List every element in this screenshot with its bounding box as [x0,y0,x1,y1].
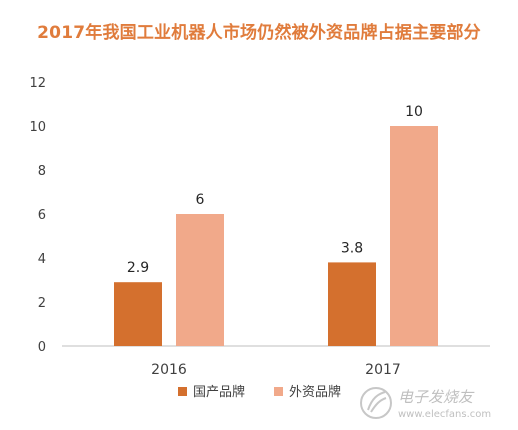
y-tick-label: 0 [38,340,46,355]
x-axis-ticks: 2016 2017 [151,362,401,378]
x-tick-label: 2016 [151,362,187,378]
bar-2016-series-1 [114,282,162,346]
legend-swatch [178,387,187,396]
legend-label: 外资品牌 [289,384,341,400]
y-tick-label: 8 [38,164,46,179]
legend: 国产品牌 外资品牌 [178,384,341,400]
chart-title: 2017年我国工业机器人市场仍然被外资品牌占据主要部分 [37,23,481,43]
bars [114,126,438,346]
bar-2017-series-2 [390,126,438,346]
bar-value-label: 10 [405,104,423,120]
y-tick-label: 2 [38,296,46,311]
bar-value-label: 6 [196,192,205,208]
y-axis-ticks: 0 2 4 6 8 10 12 [29,76,46,355]
y-tick-label: 12 [29,76,46,91]
bar-value-labels: 2.9 6 3.8 10 [127,104,423,276]
y-tick-label: 10 [29,120,46,135]
bar-2017-series-1 [328,262,376,346]
legend-label: 国产品牌 [193,384,245,400]
bar-value-label: 3.8 [341,240,363,256]
x-tick-label: 2017 [365,362,401,378]
bar-2016-series-2 [176,214,224,346]
y-tick-label: 4 [38,252,46,267]
legend-swatch [274,387,283,396]
y-tick-label: 6 [38,208,46,223]
bar-value-label: 2.9 [127,260,149,276]
